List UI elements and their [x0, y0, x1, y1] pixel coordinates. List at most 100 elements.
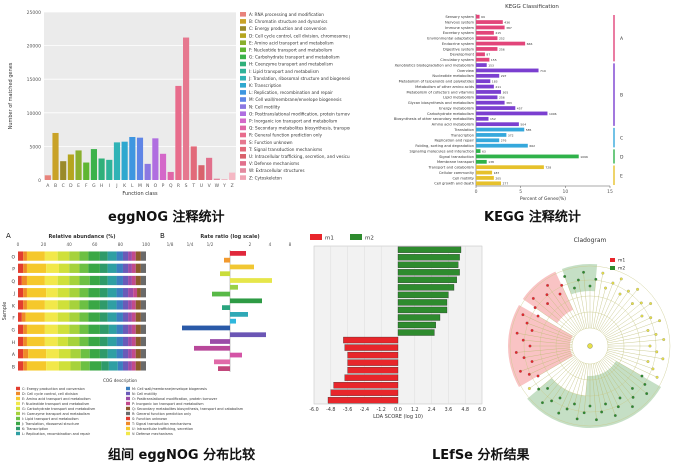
cladogram-node — [655, 350, 659, 354]
eggnog-legend-label: P: Inorganic ion transport and metabolis… — [249, 119, 337, 124]
compare-ratio-bar — [194, 345, 230, 351]
compare-ratio-bar — [230, 251, 246, 256]
kegg-data-label: 205 — [495, 176, 501, 180]
compare-ratio-bar — [230, 278, 272, 283]
compare-legend-label: K: Transcription — [22, 427, 48, 431]
compare-stack-segment — [23, 349, 29, 359]
lefse-x-tick-label: 1.2 — [411, 407, 419, 413]
eggnog-legend-swatch — [240, 139, 246, 145]
kegg-category-label: Excretory system — [443, 31, 475, 35]
compare-stack-segment — [128, 275, 132, 286]
compare-stack-segment — [128, 288, 134, 298]
compare-legend-swatch — [126, 406, 130, 411]
compare-stack-segment — [21, 275, 27, 286]
cladogram-node — [582, 411, 586, 415]
kegg-bar — [476, 143, 528, 148]
eggnog-legend-swatch — [240, 161, 246, 166]
compare-stack-segment — [18, 361, 24, 371]
cladogram-branch — [592, 273, 604, 329]
eggnog-bar — [229, 172, 236, 180]
compare-ratio-tick-label: 2 — [249, 242, 252, 247]
compare-legend-label: T: Signal transduction mechanisms — [131, 422, 192, 426]
eggnog-y-tick-label: 25000 — [27, 10, 41, 16]
cladogram-branch — [606, 351, 654, 370]
eggnog-bar — [175, 85, 182, 180]
cladogram-branch — [547, 285, 580, 332]
kegg-category-label: Circulatory system — [440, 58, 474, 62]
cladogram-node — [636, 287, 639, 291]
cladogram-node — [640, 314, 644, 318]
cladogram-node — [522, 356, 526, 360]
lefse-x-tick-label: 3.6 — [445, 407, 453, 413]
compare-sample-label: J — [13, 291, 15, 297]
cladogram-node — [537, 387, 541, 391]
cladogram-node — [557, 411, 561, 415]
compare-legend-swatch — [126, 386, 130, 391]
kegg-data-label: 666 — [527, 42, 533, 46]
compare-stack-segment — [135, 312, 141, 322]
kegg-data-label: 387 — [506, 26, 512, 30]
compare-legend-label: S: Function unknown — [132, 417, 167, 421]
cladogram-branch — [533, 298, 577, 335]
compare-legend-swatch — [126, 421, 130, 426]
eggnog-legend-swatch — [240, 118, 246, 124]
compare-legend-swatch — [16, 391, 20, 396]
cladogram-branch — [578, 279, 588, 329]
eggnog-bar — [198, 165, 205, 180]
compare-chart: A Relative abundance (%) 0 20 40 60 80 100 Sampl… — [2, 232, 292, 436]
eggnog-bar — [221, 179, 228, 180]
kegg-bar — [476, 111, 548, 116]
kegg-bar — [476, 47, 498, 51]
kegg-bar — [476, 25, 505, 30]
compare-stack-segment — [25, 312, 45, 322]
compare-stack-segment — [57, 288, 70, 298]
kegg-category-label: Cellular community — [439, 171, 475, 175]
kegg-data-label: 585 — [526, 128, 532, 132]
cladogram-node — [576, 278, 580, 282]
lefse-bar — [344, 374, 399, 381]
cladogram-node — [546, 283, 549, 287]
kegg-data-label: 252 — [499, 37, 505, 41]
lefse-bar — [327, 397, 399, 404]
kegg-category-label: Transport and catabolism — [427, 166, 474, 170]
cladogram-branch — [542, 359, 579, 403]
compare-legend-label: P: Inorganic ion transport and metabolis… — [132, 402, 204, 406]
kegg-bar — [476, 30, 494, 35]
kegg-bar — [476, 52, 485, 57]
kegg-bar — [476, 36, 498, 41]
cladogram-branch — [523, 348, 573, 358]
compare-ratio-tick-label: 4 — [269, 242, 272, 247]
cladogram-title: Cladogram — [574, 237, 607, 244]
compare-stack-segment — [116, 300, 123, 310]
compare-stack-segment — [18, 324, 24, 334]
compare-legend-label: I: Lipid transport and metabolism — [22, 417, 79, 421]
eggnog-bar — [213, 178, 220, 180]
eggnog-bar — [52, 132, 59, 180]
compare-stack-segment — [116, 336, 123, 347]
lefse-bar — [344, 344, 399, 351]
eggnog-x-tick-label: M — [138, 183, 142, 189]
compare-stack-segment — [135, 275, 141, 286]
kegg-data-label: 152 — [490, 117, 496, 121]
cladogram-node — [631, 302, 634, 305]
cladogram-legend-label: m2 — [618, 266, 625, 272]
lefse-chart: m1 m2 -6.0 -4.8 -3.6 -2.4 -1.2 0.0 1.2 2.4 3.6 4.8 6… — [309, 234, 671, 428]
eggnog-x-tick-label: I — [109, 183, 110, 189]
lefse-x-tick-label: -3.6 — [343, 407, 352, 413]
compare-legend-label: H: Coenzyme transport and metabolism — [22, 412, 91, 416]
eggnog-x-tick-label: F — [85, 183, 88, 189]
compare-stack-segment — [79, 312, 89, 322]
compare-stack-segment — [140, 300, 146, 310]
cladogram-node — [619, 277, 623, 281]
cladogram-branch — [600, 360, 633, 407]
cladogram-branch — [603, 302, 642, 335]
cladogram-node — [530, 329, 534, 332]
compare-stack-segment — [80, 349, 90, 359]
compare-stack-segment — [18, 288, 24, 298]
compare-stack-segment — [128, 263, 132, 273]
compare-stack-segment — [23, 251, 27, 261]
kegg-category-label: Metabolism of terpenoids and polyketides — [399, 80, 474, 84]
compare-stack-segment — [44, 300, 58, 310]
lefse-bar — [397, 276, 457, 284]
cladogram-legend-swatch — [610, 258, 615, 262]
